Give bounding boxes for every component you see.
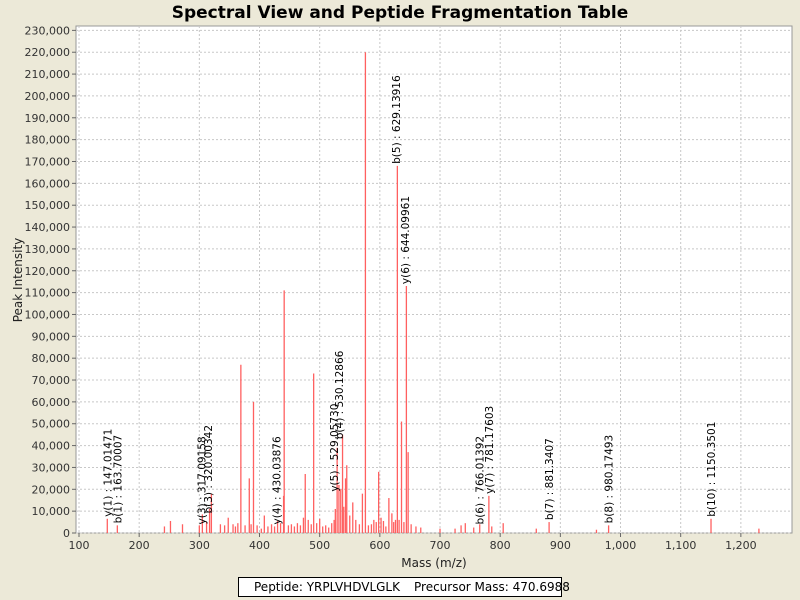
x-tick-label: 300 [189,539,210,552]
y-tick-label: 30,000 [32,461,71,474]
x-axis-ticks: 100 200 300 400 500 600 700 800 900 1,000 1,100 1,2… [69,533,757,552]
y-tick-label: 70,000 [32,374,71,387]
peak-annotation: b(7) : 881.3407 [544,438,556,520]
peak-annotation: b(8) : 980.17493 [604,435,616,524]
peak-annotation: b(5) : 629.13916 [391,75,403,164]
peak-annotation: y(4) : 430.03876 [271,436,283,524]
x-tick-label: 600 [369,539,390,552]
y-tick-label: 130,000 [25,243,71,256]
peak-annotation: b(10) : 1150.3501 [706,422,718,517]
y-tick-label: 80,000 [32,352,71,365]
peak-annotation: y(7) : 781.17603 [484,406,496,494]
peak-annotation: b(1) : 163.70007 [112,435,124,524]
y-tick-label: 210,000 [25,68,71,81]
peptide-label: Peptide: YRPLVHDVLGLK [254,580,400,594]
y-tick-label: 0 [63,527,70,540]
peak-annotation: y(1) : 147.01471 [102,429,114,517]
x-tick-label: 800 [490,539,511,552]
y-tick-label: 120,000 [25,265,71,278]
x-tick-label: 400 [249,539,270,552]
chart-title: Spectral View and Peptide Fragmentation … [171,3,629,23]
y-tick-label: 50,000 [32,418,71,431]
y-tick-label: 220,000 [25,46,71,59]
peak-annotation: y(3) : 317.09158 [196,436,208,524]
y-tick-label: 230,000 [25,24,71,37]
x-tick-label: 200 [129,539,150,552]
x-tick-label: 1,200 [725,539,757,552]
y-axis-label: Peak Intensity [11,238,25,323]
x-tick-label: 1,000 [605,539,637,552]
peaks [106,52,760,533]
x-tick-label: 700 [430,539,451,552]
y-tick-label: 170,000 [25,155,71,168]
x-tick-label: 100 [69,539,90,552]
y-axis-ticks: 0 10,000 20,000 30,000 40,000 50,000 60,000 70,… [25,24,76,540]
y-tick-label: 150,000 [25,199,71,212]
y-tick-label: 110,000 [25,287,71,300]
peak-annotation: b(4) : 530.12866 [334,350,346,439]
x-tick-label: 900 [550,539,571,552]
y-tick-label: 40,000 [32,440,71,453]
x-tick-label: 1,100 [665,539,697,552]
y-tick-label: 20,000 [32,483,71,496]
peak-annotation: b(3) : 320.00342 [203,425,215,514]
y-tick-label: 160,000 [25,177,71,190]
peptide-info-box: Peptide: YRPLVHDVLGLK Precursor Mass: 470… [238,577,570,597]
peak-annotation: b(6) : 766.01392 [475,436,487,525]
y-tick-label: 90,000 [32,330,71,343]
y-tick-label: 60,000 [32,396,71,409]
y-tick-label: 200,000 [25,90,71,103]
peak-annotation: y(6) : 644.09961 [400,196,412,284]
y-tick-label: 10,000 [32,505,71,518]
y-tick-label: 190,000 [25,112,71,125]
x-tick-label: 500 [309,539,330,552]
y-tick-label: 140,000 [25,221,71,234]
precursor-mass-label: Precursor Mass: 470.6988 [414,580,570,594]
y-tick-label: 180,000 [25,134,71,147]
plot-area [75,25,793,534]
grid-lines [76,26,792,534]
y-tick-label: 100,000 [25,308,71,321]
peak-annotation: y(5) : 529.05730 [329,404,341,492]
x-axis-label: Mass (m/z) [401,556,466,570]
